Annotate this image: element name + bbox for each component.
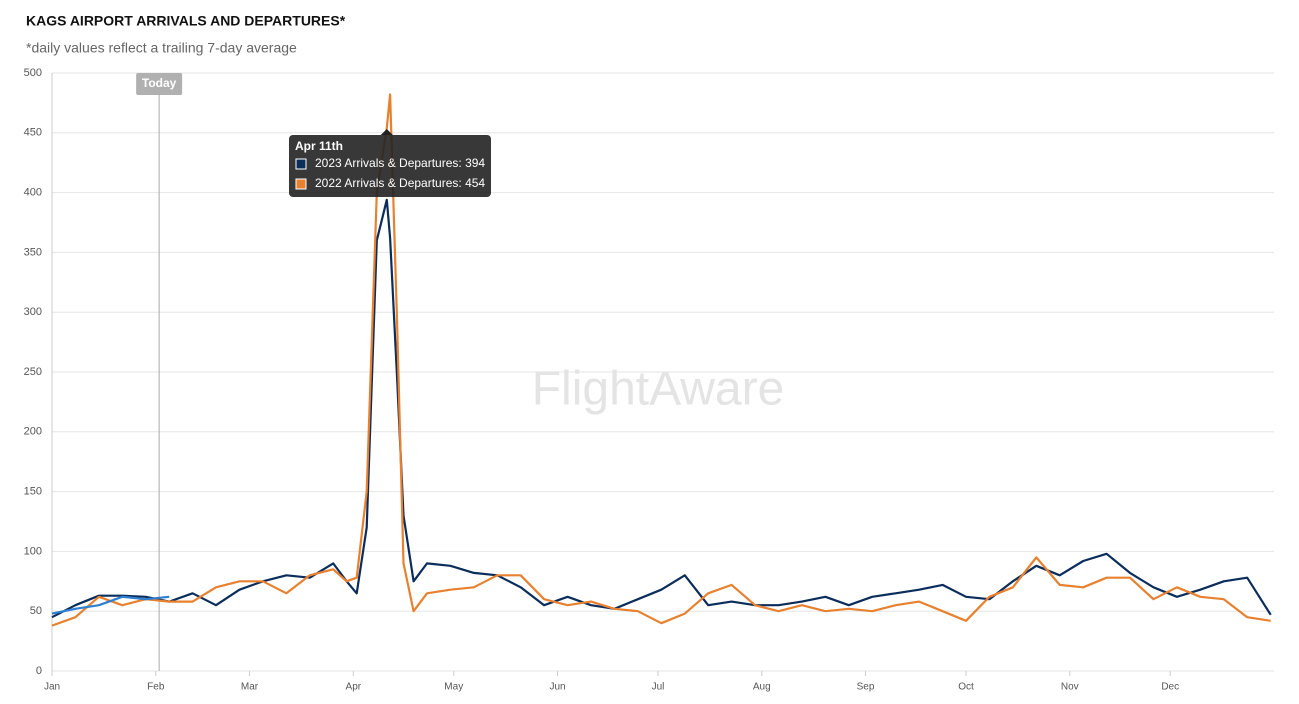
today-badge [136, 73, 183, 95]
y-tick-label: 250 [24, 366, 42, 378]
x-tick-label: Aug [753, 682, 771, 693]
x-tick-label: Feb [147, 682, 165, 693]
x-tick-label: Apr [346, 682, 362, 693]
x-tick-label: Jul [652, 682, 665, 693]
tooltip-title: Apr 11th [295, 139, 343, 153]
tooltip-swatch [295, 178, 307, 190]
x-tick-label: Nov [1061, 682, 1079, 693]
watermark: FlightAware [532, 363, 785, 416]
chart-title: KAGS AIRPORT ARRIVALS AND DEPARTURES* [26, 13, 346, 29]
x-tick-label: Sep [857, 682, 875, 693]
tooltip-box [289, 135, 491, 197]
today-label: Today [142, 76, 177, 90]
x-tick-label: Oct [958, 682, 974, 693]
tooltip: Apr 11th 2023 Arrivals & Departures: 394 2… [289, 129, 491, 197]
y-tick-label: 100 [24, 545, 42, 557]
y-tick-label: 400 [24, 187, 42, 199]
series-line [51, 595, 170, 615]
y-tick-label: 200 [24, 426, 42, 438]
x-tick-label: May [444, 682, 463, 693]
tooltip-swatch [295, 158, 307, 170]
x-tick-label: Jun [549, 682, 565, 693]
x-tick-label: Dec [1161, 682, 1179, 693]
x-tick-label: Mar [241, 682, 259, 693]
tooltip-row: 2022 Arrivals & Departures: 454 [315, 176, 485, 190]
tooltip-pointer [380, 129, 393, 135]
y-tick-label: 350 [24, 246, 42, 258]
y-tick-label: 50 [30, 605, 42, 617]
series-line [51, 198, 1272, 619]
y-tick-label: 500 [24, 67, 42, 79]
x-tick-label: Jan [44, 682, 60, 693]
chart-subtitle: *daily values reflect a trailing 7-day a… [26, 40, 297, 56]
y-tick-label: 0 [36, 665, 42, 677]
series-line [51, 93, 1271, 627]
tooltip-row: 2023 Arrivals & Departures: 394 [315, 156, 485, 170]
y-tick-label: 150 [24, 486, 42, 498]
y-tick-label: 450 [24, 127, 42, 139]
y-tick-label: 300 [24, 306, 42, 318]
